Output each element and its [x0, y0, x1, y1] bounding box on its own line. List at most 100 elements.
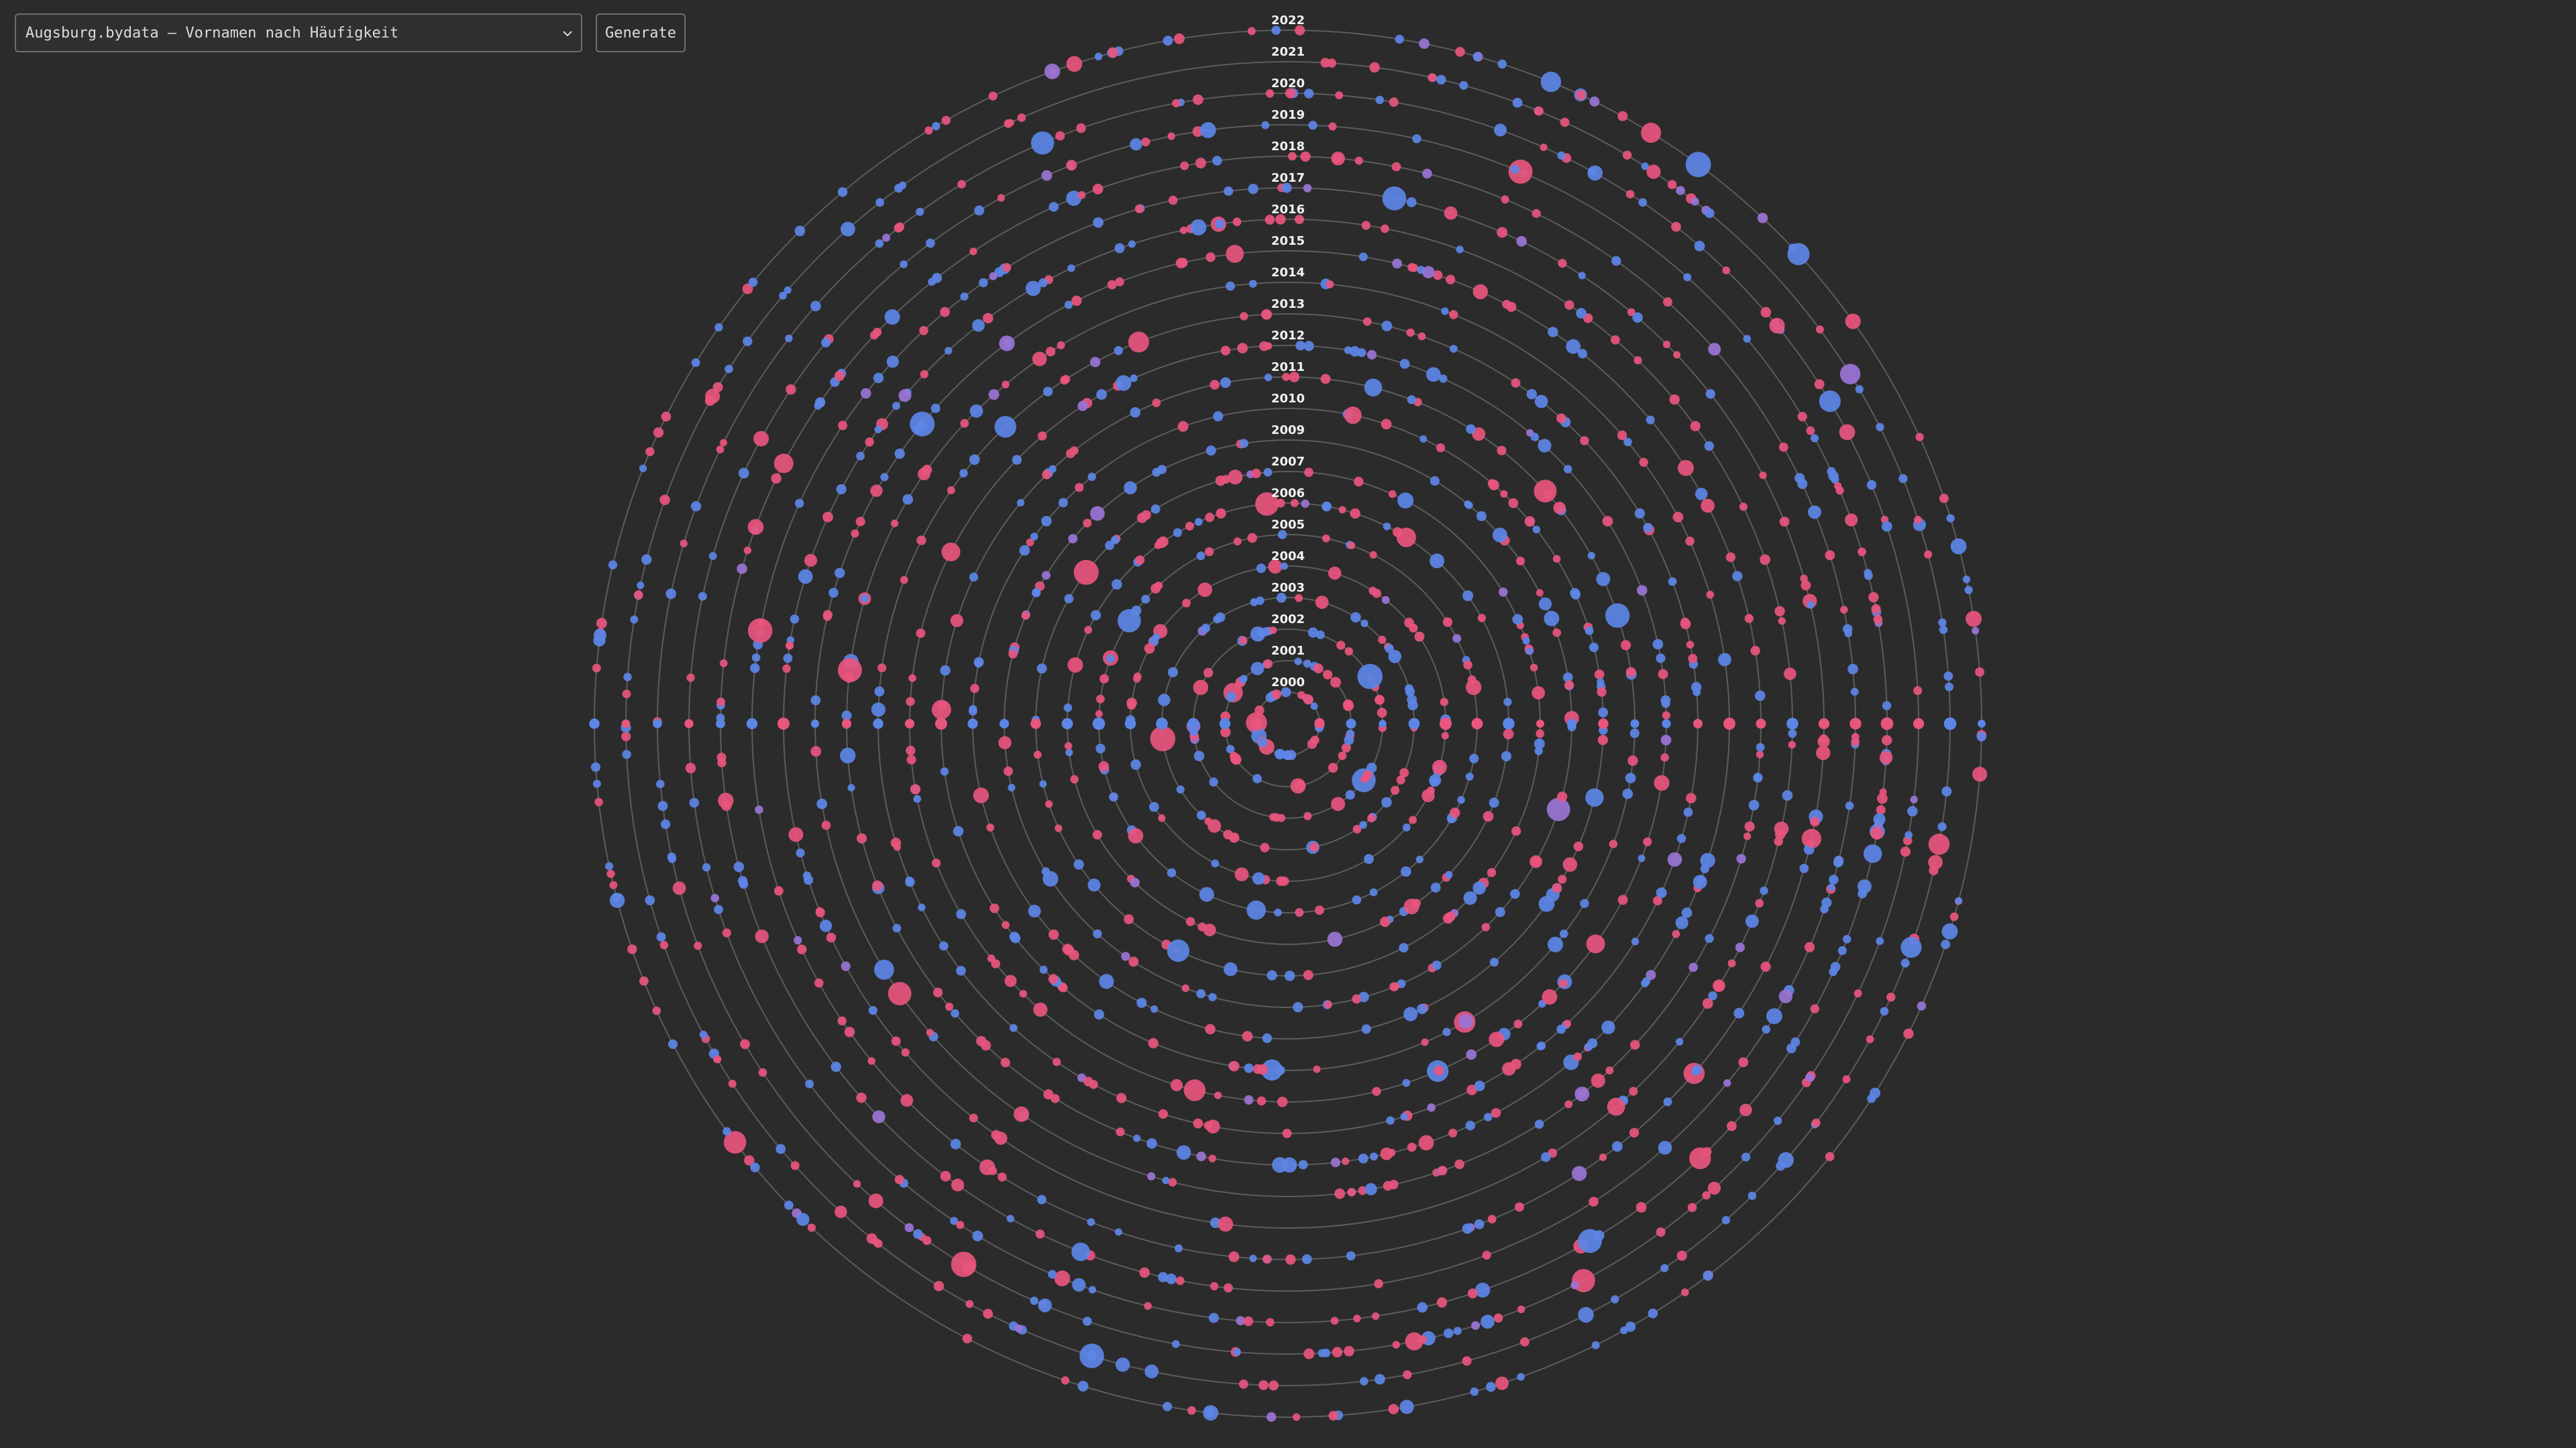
name-dot[interactable] [1257, 1064, 1268, 1075]
name-dot[interactable] [950, 1139, 961, 1150]
name-dot[interactable] [1252, 774, 1262, 783]
name-dot[interactable] [797, 944, 807, 954]
name-dot[interactable] [1155, 581, 1163, 590]
name-dot[interactable] [1743, 832, 1752, 840]
name-dot[interactable] [999, 718, 1010, 729]
name-dot[interactable] [1904, 831, 1913, 839]
name-dot[interactable] [1975, 667, 1985, 677]
name-dot[interactable] [1141, 137, 1150, 147]
name-dot[interactable] [1053, 1058, 1061, 1066]
name-dot[interactable] [1251, 468, 1261, 479]
name-dot[interactable] [1030, 1296, 1038, 1305]
name-dot[interactable] [1367, 814, 1376, 823]
name-dot[interactable] [1422, 168, 1432, 179]
name-dot[interactable] [1611, 256, 1621, 266]
name-dot[interactable] [794, 225, 806, 237]
name-dot[interactable] [1457, 795, 1465, 804]
name-dot[interactable] [1199, 122, 1216, 138]
name-dot[interactable] [1240, 312, 1248, 321]
name-dot[interactable] [1870, 826, 1884, 840]
name-dot[interactable] [1266, 1318, 1275, 1327]
name-dot[interactable] [841, 221, 855, 237]
name-dot[interactable] [1688, 962, 1698, 972]
name-dot[interactable] [1352, 824, 1362, 834]
name-dot[interactable] [1914, 516, 1922, 524]
name-dot[interactable] [1858, 547, 1866, 557]
name-dot[interactable] [1303, 659, 1311, 668]
name-dot[interactable] [1033, 750, 1042, 759]
name-dot[interactable] [1540, 144, 1548, 152]
name-dot[interactable] [1442, 913, 1454, 924]
name-dot[interactable] [969, 1113, 978, 1123]
name-dot[interactable] [1532, 209, 1541, 218]
name-dot[interactable] [950, 614, 964, 627]
name-dot[interactable] [1910, 795, 1918, 803]
name-dot[interactable] [1516, 556, 1525, 566]
name-dot[interactable] [1690, 421, 1701, 432]
name-dot[interactable] [714, 323, 723, 332]
name-dot[interactable] [716, 719, 725, 728]
name-dot[interactable] [1762, 1025, 1770, 1034]
name-dot[interactable] [908, 674, 916, 682]
name-dot[interactable] [1194, 518, 1203, 526]
name-dot[interactable] [1466, 1049, 1477, 1060]
name-dot[interactable] [1269, 1380, 1279, 1391]
name-dot[interactable] [798, 569, 813, 584]
name-dot[interactable] [740, 1039, 750, 1050]
name-dot[interactable] [1641, 979, 1649, 988]
name-dot[interactable] [1671, 221, 1681, 232]
name-dot[interactable] [974, 205, 985, 216]
name-dot[interactable] [1769, 317, 1785, 334]
name-dot[interactable] [755, 805, 763, 814]
name-dot[interactable] [1087, 879, 1101, 892]
name-dot[interactable] [1560, 117, 1570, 127]
name-dot[interactable] [737, 563, 747, 574]
name-dot[interactable] [1943, 671, 1953, 681]
name-dot[interactable] [1564, 680, 1574, 690]
name-dot[interactable] [1766, 1008, 1782, 1024]
name-dot[interactable] [1294, 657, 1302, 665]
name-dot[interactable] [1825, 1152, 1835, 1162]
name-dot[interactable] [1233, 1348, 1241, 1356]
name-dot[interactable] [1162, 1176, 1170, 1184]
name-dot[interactable] [1208, 1313, 1219, 1323]
name-dot[interactable] [1658, 669, 1668, 679]
name-dot[interactable] [1083, 1317, 1092, 1326]
name-dot[interactable] [1407, 395, 1416, 404]
name-dot[interactable] [1070, 775, 1079, 784]
name-dot[interactable] [1501, 751, 1511, 762]
name-dot[interactable] [1668, 577, 1677, 586]
name-dot[interactable] [1562, 672, 1573, 683]
name-dot[interactable] [1546, 797, 1570, 822]
name-dot[interactable] [1556, 413, 1566, 423]
name-dot[interactable] [746, 718, 758, 730]
name-dot[interactable] [728, 1079, 737, 1088]
name-dot[interactable] [1585, 788, 1604, 807]
name-dot[interactable] [1344, 1345, 1354, 1357]
name-dot[interactable] [1066, 160, 1077, 171]
name-dot[interactable] [1631, 938, 1640, 946]
name-dot[interactable] [1587, 551, 1595, 560]
name-dot[interactable] [1732, 571, 1743, 581]
name-dot[interactable] [1510, 889, 1520, 899]
name-dot[interactable] [1880, 717, 1894, 730]
name-dot[interactable] [1690, 681, 1702, 693]
name-dot[interactable] [608, 560, 618, 569]
name-dot[interactable] [810, 746, 822, 757]
name-dot[interactable] [1290, 778, 1306, 794]
name-dot[interactable] [641, 554, 652, 565]
name-dot[interactable] [1271, 25, 1281, 35]
name-dot[interactable] [1199, 887, 1214, 902]
name-dot[interactable] [1690, 197, 1699, 206]
name-dot[interactable] [1326, 280, 1334, 288]
name-dot[interactable] [1585, 626, 1594, 635]
name-dot[interactable] [1445, 871, 1453, 879]
name-dot[interactable] [1295, 341, 1305, 351]
name-dot[interactable] [1646, 415, 1655, 425]
name-dot[interactable] [747, 518, 764, 535]
name-dot[interactable] [844, 1026, 855, 1038]
name-dot[interactable] [698, 592, 707, 601]
name-dot[interactable] [1779, 516, 1790, 527]
name-dot[interactable] [1868, 592, 1879, 603]
name-dot[interactable] [1258, 1380, 1269, 1390]
